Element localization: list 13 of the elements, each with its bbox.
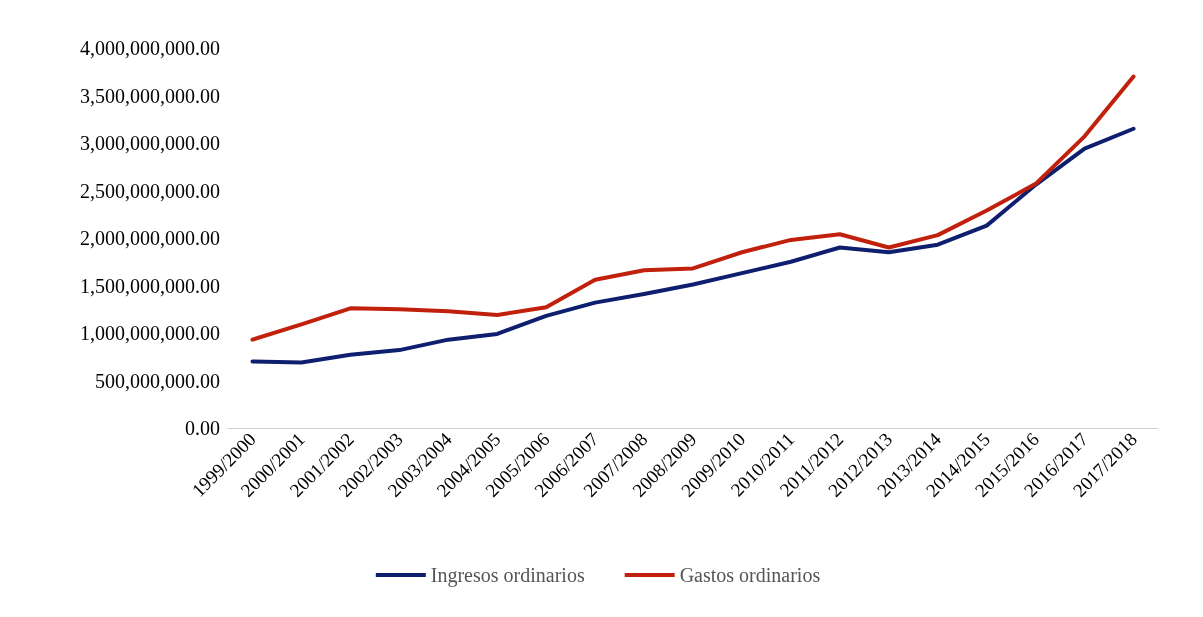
y-tick-label: 0.00 xyxy=(185,417,220,439)
legend-label: Gastos ordinarios xyxy=(679,564,821,586)
line-series xyxy=(250,74,1136,342)
y-tick-label: 3,500,000,000.00 xyxy=(80,84,220,107)
y-tick-label: 1,000,000,000.00 xyxy=(80,322,220,344)
y-tick-label: 500,000,000.00 xyxy=(95,369,220,392)
line-series xyxy=(250,126,1136,365)
y-tick-label: 2,000,000,000.00 xyxy=(80,227,220,249)
y-tick-label: 1,500,000,000.00 xyxy=(80,274,220,297)
y-tick-label: 3,000,000,000.00 xyxy=(80,132,220,154)
legend-label: Ingresos ordinarios xyxy=(430,564,585,587)
y-tick-label: 4,000,000,000.00 xyxy=(80,37,220,59)
y-tick-label: 2,500,000,000.00 xyxy=(80,179,220,202)
